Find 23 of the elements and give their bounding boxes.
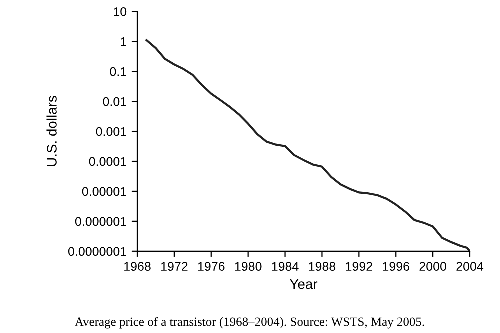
text: Average price of a transistor (1968–2004). Source: WSTS, May 2005.	[75, 317, 424, 329]
x-tick-label: 2000	[420, 262, 446, 272]
y-tick-label: 0.00001	[82, 187, 126, 196]
x-tick-label: 2004	[456, 262, 484, 272]
x-tick-label: 1976	[198, 262, 225, 272]
x-tick-label: 1988	[309, 262, 336, 272]
x-tick-label: 1992	[346, 262, 372, 272]
line-series	[146, 39, 470, 252]
x-axis-title: Year	[290, 280, 318, 290]
x-tick-label: 1996	[383, 262, 410, 272]
x-tick-label: 1968	[124, 262, 151, 272]
y-tick-label: 0.0000001	[68, 247, 126, 256]
y-tick-label: 1	[121, 38, 126, 46]
y-tick-label: 0.000001	[75, 217, 126, 226]
y-tick-label: 0.1	[110, 67, 126, 76]
y-tick-label: 0.001	[96, 127, 126, 136]
y-tick-label: 10	[114, 7, 127, 16]
x-tick-label: 1972	[161, 262, 188, 272]
x-tick-label: 1980	[235, 262, 262, 272]
x-tick-label: 1984	[272, 262, 299, 272]
y-tick-label: 0.0001	[89, 157, 126, 166]
y-axis-title: U.S. dollars	[46, 96, 57, 166]
y-tick-label: 0.01	[103, 97, 126, 106]
